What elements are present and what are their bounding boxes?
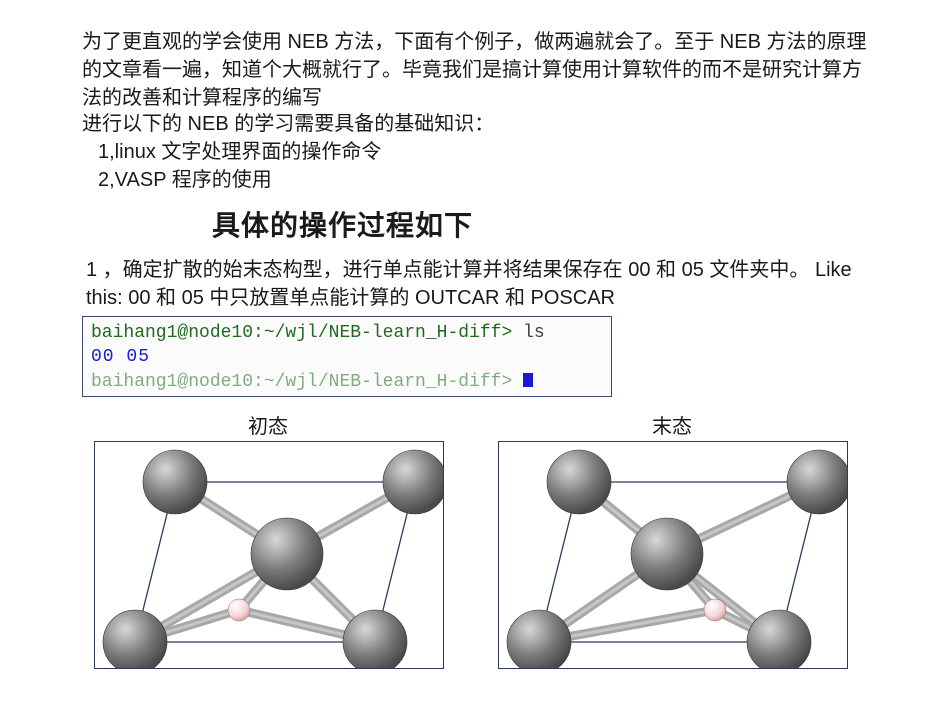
term-prompt-1: baihang1@node10:~/wjl/NEB-learn_H-diff> <box>91 323 512 343</box>
prereq-item-1: 1,linux 文字处理界面的操作命令 <box>98 138 868 166</box>
term-output-1: 00 05 <box>91 347 150 367</box>
figure-initial: 初态 <box>94 410 442 669</box>
intro-paragraph-1: 为了更直观的学会使用 NEB 方法，下面有个例子，做两遍就会了。至于 NEB 方… <box>82 28 868 112</box>
figures-row: 初态 末态 <box>94 410 868 669</box>
cursor-icon <box>523 373 533 387</box>
prereq-item-2: 2,VASP 程序的使用 <box>98 166 868 194</box>
figure-final: 末态 <box>498 410 846 669</box>
figure-initial-label: 初态 <box>94 410 442 439</box>
structure-initial-svg <box>95 442 443 668</box>
structure-final-svg <box>499 442 847 668</box>
section-heading: 具体的操作过程如下 <box>212 204 868 244</box>
structure-final <box>498 441 848 669</box>
structure-initial <box>94 441 444 669</box>
intro-paragraph-2: 进行以下的 NEB 的学习需要具备的基础知识： <box>82 110 868 138</box>
terminal-content: baihang1@node10:~/wjl/NEB-learn_H-diff> … <box>82 316 612 397</box>
step-1-text: 1 ，确定扩散的始末态构型，进行单点能计算并将结果保存在 00 和 05 文件夹… <box>86 256 864 312</box>
term-cmd-1: ls <box>512 323 544 343</box>
term-prompt-2: baihang1@node10:~/wjl/NEB-learn_H-diff> <box>91 372 523 392</box>
slide: 为了更直观的学会使用 NEB 方法，下面有个例子，做两遍就会了。至于 NEB 方… <box>0 0 950 713</box>
figure-final-label: 末态 <box>498 410 846 439</box>
terminal-block: baihang1@node10:~/wjl/NEB-learn_H-diff> … <box>82 316 868 402</box>
